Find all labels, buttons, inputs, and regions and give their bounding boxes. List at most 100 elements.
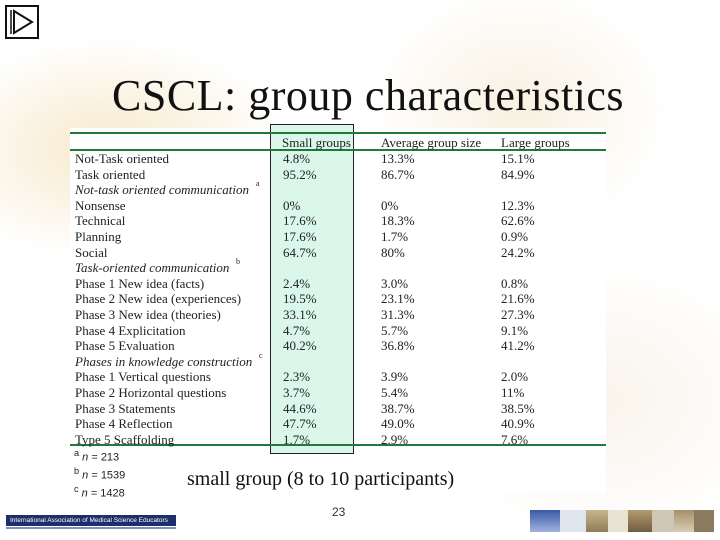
- table-cell: 38.5%: [501, 400, 535, 416]
- row-label: Technical: [75, 213, 126, 229]
- table-cell: 49.0%: [381, 416, 415, 432]
- row-label: Planning: [75, 229, 122, 244]
- table-row: Phase 4 Explicitation 4.7% 5.7% 9.1%: [75, 323, 595, 339]
- table-cell: 18.3%: [381, 213, 415, 229]
- org-logo: International Association of Medical Sci…: [6, 515, 176, 526]
- table-cell: 41.2%: [501, 338, 535, 354]
- table-cell: 40.9%: [501, 416, 535, 432]
- table-cell: 21.6%: [501, 291, 535, 307]
- footnote-marker: a: [256, 179, 260, 189]
- table-row: Planning 17.6% 1.7% 0.9%: [75, 229, 595, 245]
- table-cell: 95.2%: [283, 166, 317, 182]
- table-row: Nonsense 0% 0% 12.3%: [75, 198, 595, 214]
- table-cell: 0.9%: [501, 229, 529, 244]
- row-label: Task oriented: [75, 166, 146, 182]
- table-row: Not-Task oriented 4.8% 13.3% 15.1%: [75, 151, 595, 167]
- table-row: Phase 2 New idea (experiences) 19.5% 23.1%…: [75, 291, 595, 307]
- row-label: Phases in knowledge construction: [75, 353, 253, 369]
- table-cell: 2.9%: [381, 431, 409, 447]
- row-label: Social: [75, 244, 108, 260]
- header-average-groups: Average group size: [381, 135, 482, 150]
- footnote-marker: c: [259, 350, 263, 360]
- table-top-rule: [70, 132, 606, 134]
- table-header-rule: [70, 149, 606, 151]
- table-cell: 17.6%: [283, 229, 317, 244]
- row-label: Phase 2 New idea (experiences): [75, 291, 242, 307]
- page-title: CSCL: group characteristics: [112, 71, 625, 120]
- row-label: Phase 4 Explicitation: [75, 322, 186, 338]
- header-large-groups: Large groups: [501, 135, 570, 150]
- table-cell: 33.1%: [283, 307, 317, 322]
- table-section-heading: Phases in knowledge construction c: [75, 350, 595, 370]
- next-slide-button[interactable]: [5, 5, 39, 39]
- row-label: Phase 1 New idea (facts): [75, 275, 205, 291]
- table-notes: a n = 213 b n = 1539 c n = 1428: [74, 447, 125, 501]
- table-row: Phase 5 Evaluation 40.2% 36.8% 41.2%: [75, 338, 595, 354]
- row-label: Not-task oriented communication: [75, 182, 250, 198]
- row-label: Type 5 Scaffolding: [75, 431, 175, 447]
- table-cell: 9.1%: [501, 322, 529, 338]
- table-cell: 5.7%: [381, 322, 409, 338]
- table-cell: 40.2%: [283, 338, 317, 354]
- table-cell: 24.2%: [501, 244, 535, 260]
- table-cell: 44.6%: [283, 400, 317, 416]
- table-cell: 5.4%: [381, 385, 409, 400]
- table-cell: 86.7%: [381, 166, 415, 182]
- table-cell: 13.3%: [381, 151, 415, 166]
- row-label: Phase 5 Evaluation: [75, 338, 175, 354]
- note-a: a n = 213: [74, 448, 120, 464]
- table-cell: 27.3%: [501, 307, 535, 322]
- table-cell: 36.8%: [381, 338, 415, 354]
- table-cell: 64.7%: [283, 244, 317, 260]
- table-cell: 0.8%: [501, 275, 529, 291]
- row-label: Phase 3 Statements: [75, 400, 176, 416]
- note-b: b n = 1539: [74, 466, 126, 482]
- footer-rule: [6, 527, 176, 529]
- table-bottom-rule: [70, 444, 606, 446]
- table-row: Phase 2 Horizontal questions 3.7% 5.4% 11%: [75, 385, 595, 401]
- page-number: 23: [332, 505, 346, 519]
- table-cell: 4.8%: [283, 151, 311, 166]
- table-row: Technical 17.6% 18.3% 62.6%: [75, 213, 595, 229]
- university-image-strip: [530, 510, 714, 532]
- table-cell: 2.4%: [283, 275, 311, 291]
- table-cell: 2.0%: [501, 369, 529, 385]
- table-row: Social 64.7% 80% 24.2%: [75, 245, 595, 261]
- table-cell: 15.1%: [501, 151, 535, 166]
- table-cell: 80%: [381, 244, 405, 260]
- row-label: Phase 4 Reflection: [75, 416, 173, 432]
- small-groups-highlight: [270, 124, 354, 454]
- play-forward-icon: [10, 9, 34, 35]
- table-cell: 31.3%: [381, 307, 415, 322]
- table-cell: 7.6%: [501, 431, 529, 447]
- table-cell: 17.6%: [283, 213, 317, 229]
- table-cell: 3.0%: [381, 275, 409, 291]
- table-cell: 19.5%: [283, 291, 317, 307]
- table-cell: 23.1%: [381, 291, 415, 307]
- table-cell: 1.7%: [381, 229, 409, 244]
- row-label: Phase 3 New idea (theories): [75, 307, 221, 322]
- table-section-heading: Task-oriented communication b: [75, 257, 595, 276]
- table-cell: 0%: [283, 197, 301, 213]
- table-row: Phase 3 New idea (theories) 33.1% 31.3% 27.…: [75, 307, 595, 323]
- row-label: Task-oriented communication: [75, 260, 230, 276]
- row-label: Phase 1 Vertical questions: [75, 369, 211, 385]
- note-c: c n = 1428: [74, 484, 125, 500]
- table-cell: 11%: [501, 385, 525, 400]
- table-cell: 1.7%: [283, 431, 311, 447]
- table-row: Phase 1 Vertical questions 2.3% 3.9% 2.0%: [75, 369, 595, 385]
- table-cell: 47.7%: [283, 416, 317, 432]
- table-row: Phase 3 Statements 44.6% 38.7% 38.5%: [75, 401, 595, 417]
- footnote-marker: b: [236, 257, 240, 267]
- table-cell: 3.9%: [381, 369, 409, 385]
- table-row: Type 5 Scaffolding 1.7% 2.9% 7.6%: [75, 432, 595, 448]
- table-row: Task oriented 95.2% 86.7% 84.9%: [75, 167, 595, 183]
- header-small-groups: Small groups: [282, 135, 351, 150]
- row-label: Nonsense: [75, 197, 126, 213]
- slide-caption: small group (8 to 10 participants): [187, 468, 455, 490]
- table-cell: 12.3%: [501, 197, 535, 213]
- table-cell: 3.7%: [283, 385, 311, 400]
- table-cell: 2.3%: [283, 369, 311, 385]
- row-label: Not-Task oriented: [75, 151, 170, 166]
- table-row: Phase 4 Reflection 47.7% 49.0% 40.9%: [75, 416, 595, 432]
